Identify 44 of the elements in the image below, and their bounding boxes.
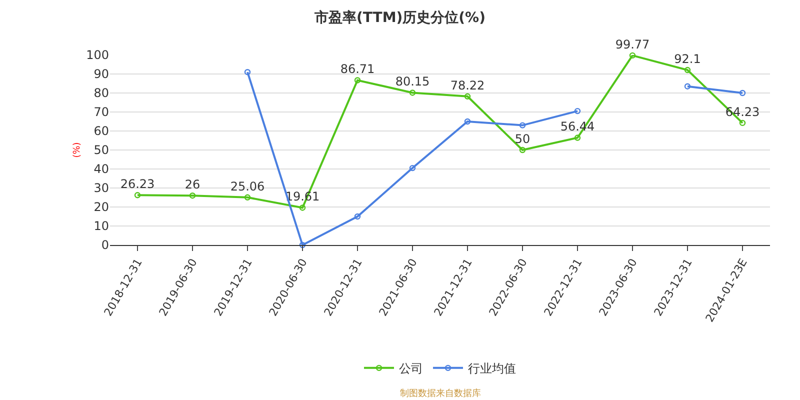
data-label: 26.23 [120, 177, 155, 192]
point [354, 213, 361, 220]
point [299, 242, 306, 248]
legend-label: 公司 [399, 362, 423, 376]
point [244, 69, 251, 76]
point [409, 164, 416, 172]
point [464, 93, 471, 100]
point [464, 118, 471, 125]
point [189, 192, 196, 199]
legend-label: 行业均值 [468, 362, 516, 376]
chart-title: 市盈率(TTM)历史分位(%) [314, 8, 486, 26]
y-tick-label: 20 [94, 200, 109, 214]
point [574, 134, 581, 141]
point [574, 108, 581, 114]
y-tick-label: 90 [94, 67, 109, 82]
data-label: 25.06 [230, 179, 265, 194]
y-tick-label: 10 [94, 219, 109, 234]
point [134, 192, 141, 198]
point [299, 204, 306, 211]
data-label: 92.1 [674, 52, 701, 66]
y-tick-label: 30 [94, 181, 109, 196]
point [684, 66, 691, 74]
y-tick-label: 40 [94, 162, 109, 176]
data-label: 78.22 [450, 78, 485, 92]
point [244, 194, 251, 200]
point [409, 90, 416, 96]
point [519, 122, 526, 128]
point [519, 146, 526, 154]
point [629, 52, 636, 59]
y-tick-label: 70 [94, 105, 109, 120]
y-tick-label: 80 [94, 86, 109, 100]
y-tick-label: 0 [101, 238, 109, 252]
data-label: 50 [514, 132, 530, 146]
point [354, 77, 361, 84]
data-label: 99.77 [615, 37, 650, 52]
data-label: 80.15 [395, 74, 430, 89]
y-axis-title: (%) [72, 142, 82, 158]
y-tick-label: 50 [94, 143, 109, 158]
y-tick-label: 60 [94, 124, 109, 138]
data-label: 26 [184, 177, 200, 192]
text: 制图数据来自数据库 [400, 388, 481, 399]
data-label: 86.71 [340, 62, 375, 76]
y-tick-label: 100 [86, 48, 109, 62]
point [739, 120, 746, 126]
